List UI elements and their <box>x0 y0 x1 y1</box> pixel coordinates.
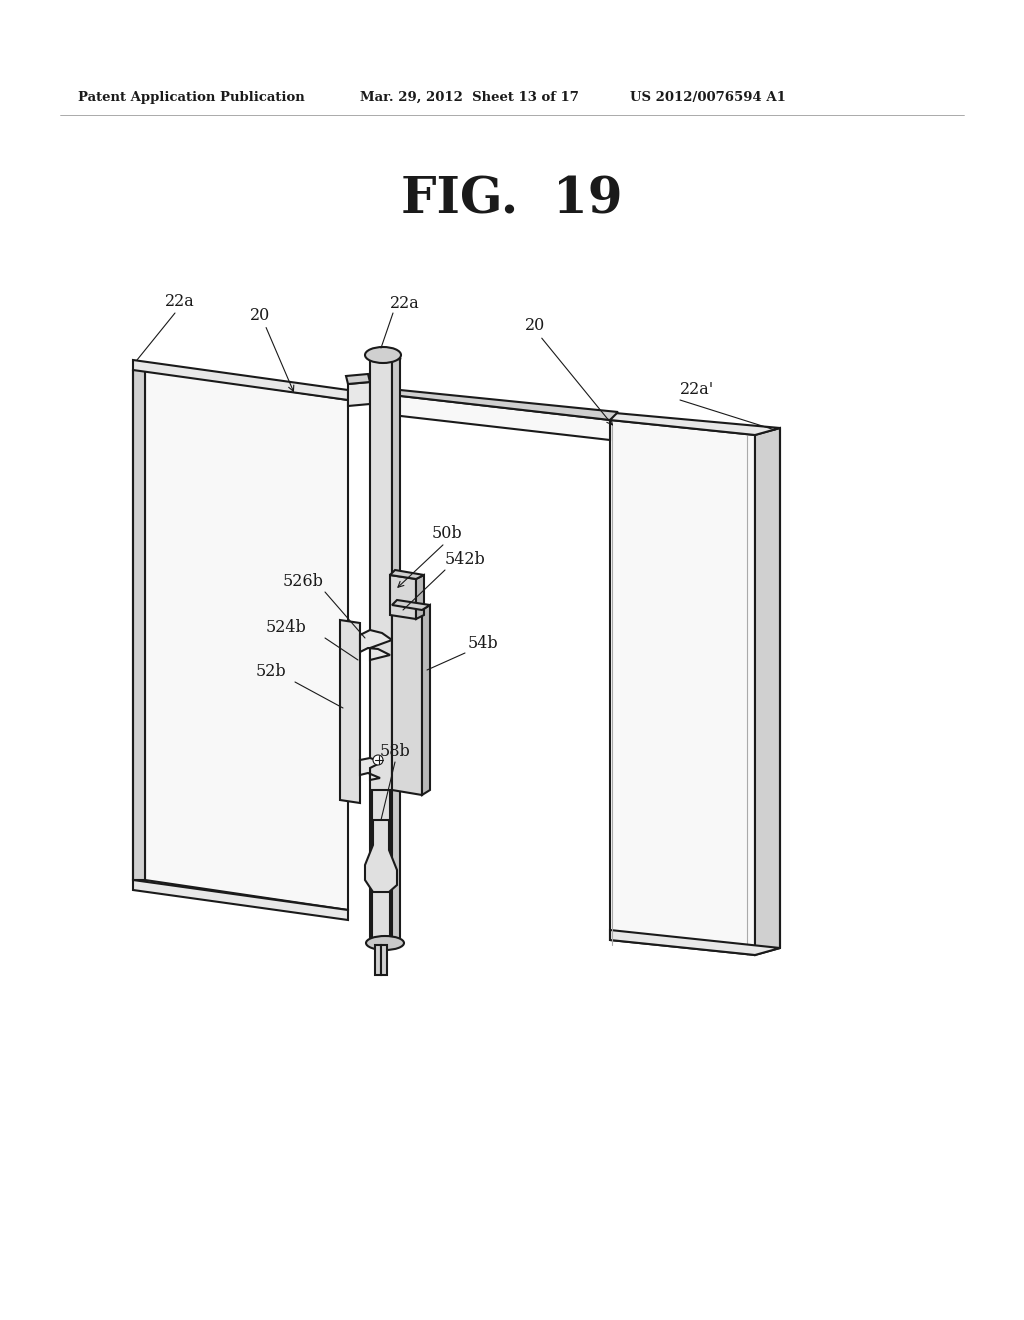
Text: 526b: 526b <box>283 573 324 590</box>
Text: 52b: 52b <box>256 664 287 681</box>
Text: FIG.  19: FIG. 19 <box>401 176 623 224</box>
Polygon shape <box>755 428 780 954</box>
Polygon shape <box>370 355 392 940</box>
Polygon shape <box>145 370 348 909</box>
Polygon shape <box>392 395 610 440</box>
Polygon shape <box>360 758 382 780</box>
Polygon shape <box>381 945 387 975</box>
Polygon shape <box>133 880 348 920</box>
Polygon shape <box>365 820 397 892</box>
Ellipse shape <box>365 347 401 363</box>
Polygon shape <box>133 360 348 400</box>
Polygon shape <box>133 370 145 880</box>
Polygon shape <box>422 605 430 795</box>
Polygon shape <box>610 420 755 954</box>
Polygon shape <box>392 355 400 945</box>
Polygon shape <box>392 389 618 420</box>
Polygon shape <box>375 945 381 975</box>
Polygon shape <box>360 630 392 660</box>
Polygon shape <box>348 381 370 407</box>
Polygon shape <box>390 576 416 619</box>
Ellipse shape <box>373 755 383 766</box>
Text: 20: 20 <box>525 317 545 334</box>
Text: 54b: 54b <box>468 635 499 652</box>
Text: 58b: 58b <box>380 743 411 760</box>
Polygon shape <box>392 601 430 610</box>
Text: 20: 20 <box>250 306 270 323</box>
Polygon shape <box>372 789 390 945</box>
Polygon shape <box>340 620 360 803</box>
Polygon shape <box>368 355 401 359</box>
Text: 22a: 22a <box>165 293 195 310</box>
Polygon shape <box>392 605 422 795</box>
Text: 524b: 524b <box>266 619 307 636</box>
Polygon shape <box>610 931 780 954</box>
Polygon shape <box>416 576 424 619</box>
Text: Patent Application Publication: Patent Application Publication <box>78 91 305 103</box>
Text: 22a: 22a <box>390 294 420 312</box>
Text: 50b: 50b <box>432 524 463 541</box>
Text: 22a': 22a' <box>680 381 715 399</box>
Text: Mar. 29, 2012  Sheet 13 of 17: Mar. 29, 2012 Sheet 13 of 17 <box>360 91 579 103</box>
Polygon shape <box>390 570 424 579</box>
Polygon shape <box>610 413 780 436</box>
Ellipse shape <box>366 936 404 950</box>
Polygon shape <box>346 374 370 384</box>
Text: US 2012/0076594 A1: US 2012/0076594 A1 <box>630 91 785 103</box>
Text: 542b: 542b <box>445 552 485 569</box>
